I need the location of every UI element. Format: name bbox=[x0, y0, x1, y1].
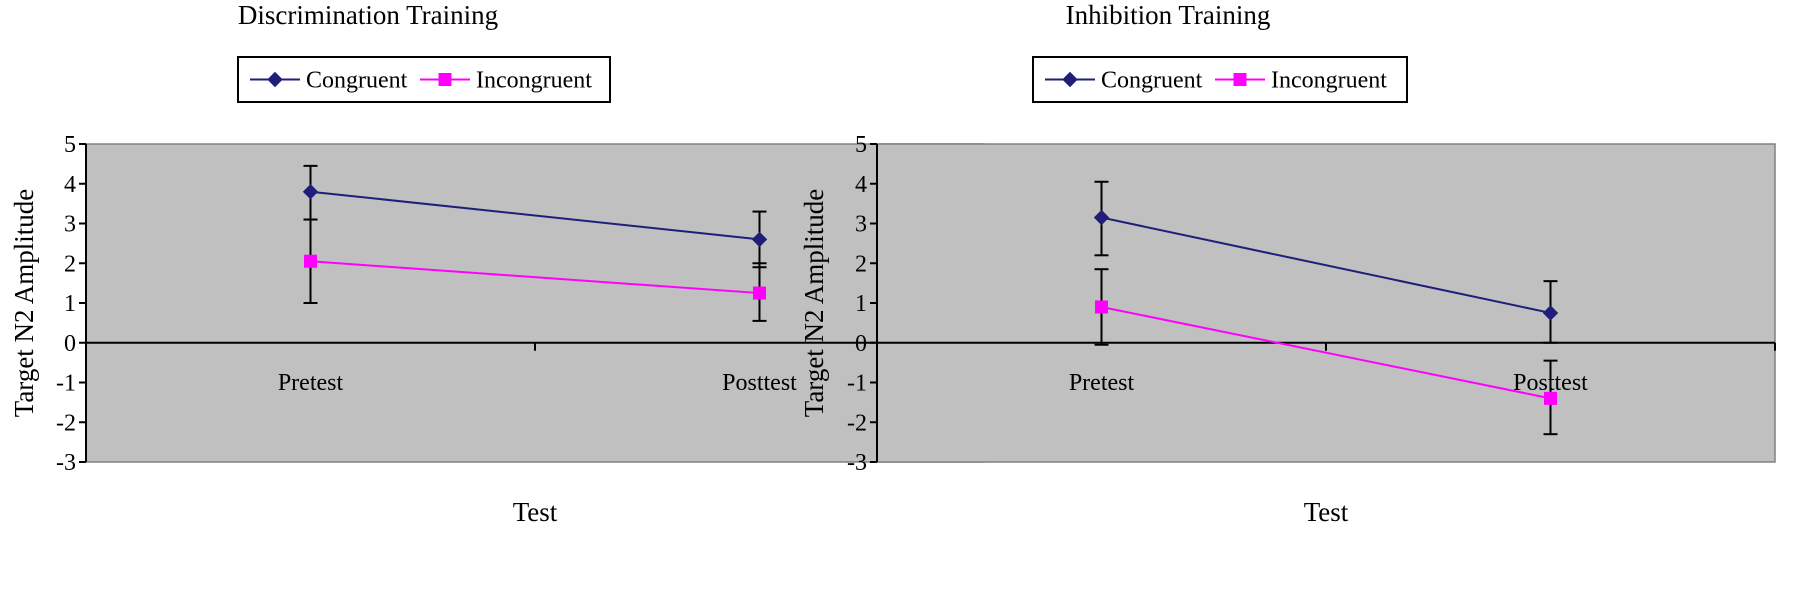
y-axis-title: Target N2 Amplitude bbox=[799, 189, 829, 418]
legend-label: Incongruent bbox=[476, 68, 592, 94]
legend-marker bbox=[267, 71, 283, 88]
x-tick-label: Pretest bbox=[1069, 370, 1135, 396]
data-point bbox=[751, 231, 768, 248]
y-tick-label: 4 bbox=[64, 172, 76, 198]
legend-label: Incongruent bbox=[1271, 68, 1387, 94]
series-line bbox=[1101, 216, 1551, 314]
data-point bbox=[1544, 391, 1557, 405]
legend-label: Congruent bbox=[306, 68, 408, 94]
data-point bbox=[1093, 209, 1110, 226]
x-axis-title: Test bbox=[1304, 497, 1349, 527]
legend: Congruent Incongruent bbox=[237, 56, 611, 103]
y-tick-label: 2 bbox=[64, 251, 76, 277]
y-tick-label: 2 bbox=[855, 251, 867, 277]
y-axis-title: Target N2 Amplitude bbox=[9, 189, 39, 418]
chart-title: Discrimination Training bbox=[238, 0, 498, 30]
legend-marker bbox=[1233, 73, 1247, 86]
data-point bbox=[1542, 305, 1559, 321]
y-tick-label: -3 bbox=[847, 450, 867, 476]
data-point bbox=[302, 183, 319, 200]
plot-area bbox=[876, 143, 1776, 463]
y-tick-label: 0 bbox=[855, 331, 867, 357]
series-incongruent bbox=[1094, 268, 1558, 436]
legend-marker bbox=[438, 73, 452, 86]
x-axis-title: Test bbox=[513, 497, 558, 527]
legend-label: Congruent bbox=[1101, 68, 1203, 94]
y-tick-label: -1 bbox=[847, 371, 867, 397]
data-point bbox=[753, 286, 766, 300]
y-tick-label: -2 bbox=[847, 410, 867, 436]
x-tick-label: Pretest bbox=[278, 370, 344, 396]
y-tick-label: 5 bbox=[855, 132, 867, 158]
y-tick-label: -1 bbox=[56, 371, 76, 397]
chart-panel-2: Inhibition Training Congruent Incongruent 5… bbox=[799, 0, 1776, 527]
legend: Congruent Incongruent bbox=[1032, 56, 1408, 103]
y-tick-label: 1 bbox=[64, 291, 76, 317]
y-tick-label: -3 bbox=[56, 450, 76, 476]
series-line bbox=[310, 260, 760, 295]
y-tick-label: -2 bbox=[56, 410, 76, 436]
y-tick-label: 5 bbox=[64, 132, 76, 158]
series-line bbox=[310, 190, 760, 241]
chart-title: Inhibition Training bbox=[1066, 0, 1271, 30]
series-congruent bbox=[1093, 180, 1559, 344]
y-tick-label: 3 bbox=[855, 212, 867, 238]
x-tick-label: Posttest bbox=[722, 370, 797, 396]
data-point bbox=[1095, 300, 1108, 314]
data-point bbox=[304, 254, 317, 268]
y-tick-label: 1 bbox=[855, 291, 867, 317]
y-tick-label: 4 bbox=[855, 172, 867, 198]
chart-panel-1: Discrimination Training Congruent Incongru… bbox=[9, 0, 985, 527]
series-line bbox=[1101, 305, 1551, 400]
y-tick-label: 3 bbox=[64, 212, 76, 238]
legend-marker bbox=[1062, 71, 1078, 88]
y-tick-label: 0 bbox=[64, 331, 76, 357]
series-incongruent bbox=[303, 218, 767, 322]
